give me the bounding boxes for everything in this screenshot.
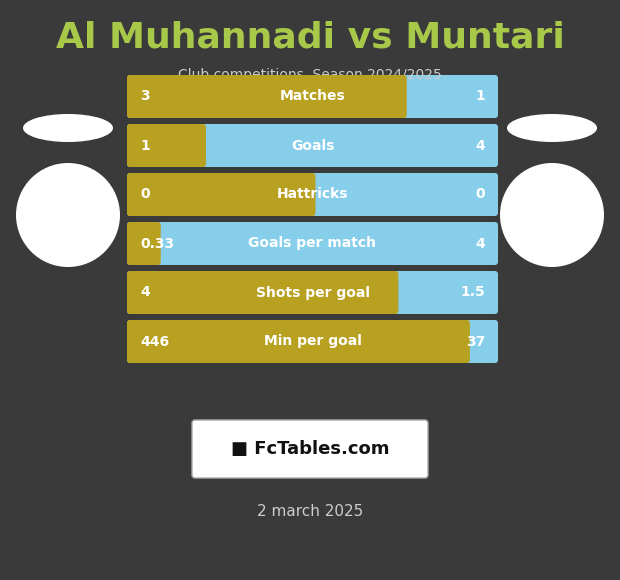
Text: 0: 0: [140, 187, 149, 201]
FancyBboxPatch shape: [127, 75, 407, 118]
Text: Hattricks: Hattricks: [277, 187, 348, 201]
Text: Goals: Goals: [291, 139, 334, 153]
FancyBboxPatch shape: [127, 124, 206, 167]
Text: ■ FcTables.com: ■ FcTables.com: [231, 440, 389, 458]
Text: Club competitions, Season 2024/2025: Club competitions, Season 2024/2025: [178, 68, 442, 82]
Text: 37: 37: [466, 335, 485, 349]
FancyBboxPatch shape: [127, 124, 498, 167]
FancyBboxPatch shape: [127, 271, 498, 314]
Text: Goals per match: Goals per match: [249, 237, 376, 251]
Text: 1: 1: [140, 139, 150, 153]
Circle shape: [500, 163, 604, 267]
Text: 0: 0: [476, 187, 485, 201]
FancyBboxPatch shape: [192, 420, 428, 478]
Ellipse shape: [23, 114, 113, 142]
Text: 1: 1: [476, 89, 485, 103]
Text: 0.33: 0.33: [140, 237, 174, 251]
FancyBboxPatch shape: [127, 75, 498, 118]
FancyBboxPatch shape: [127, 173, 316, 216]
Text: 1.5: 1.5: [460, 285, 485, 299]
Text: Min per goal: Min per goal: [264, 335, 361, 349]
Text: 4: 4: [140, 285, 150, 299]
Text: Al Muhannadi vs Muntari: Al Muhannadi vs Muntari: [56, 21, 564, 55]
FancyBboxPatch shape: [127, 173, 498, 216]
Text: Shots per goal: Shots per goal: [255, 285, 370, 299]
Circle shape: [16, 163, 120, 267]
FancyBboxPatch shape: [127, 271, 399, 314]
FancyBboxPatch shape: [127, 222, 498, 265]
Text: 2 march 2025: 2 march 2025: [257, 505, 363, 520]
Text: 446: 446: [140, 335, 169, 349]
FancyBboxPatch shape: [127, 222, 161, 265]
Text: 4: 4: [476, 237, 485, 251]
Text: Matches: Matches: [280, 89, 345, 103]
Text: 4: 4: [476, 139, 485, 153]
FancyBboxPatch shape: [127, 320, 498, 363]
Text: 3: 3: [140, 89, 149, 103]
FancyBboxPatch shape: [127, 320, 470, 363]
Ellipse shape: [507, 114, 597, 142]
